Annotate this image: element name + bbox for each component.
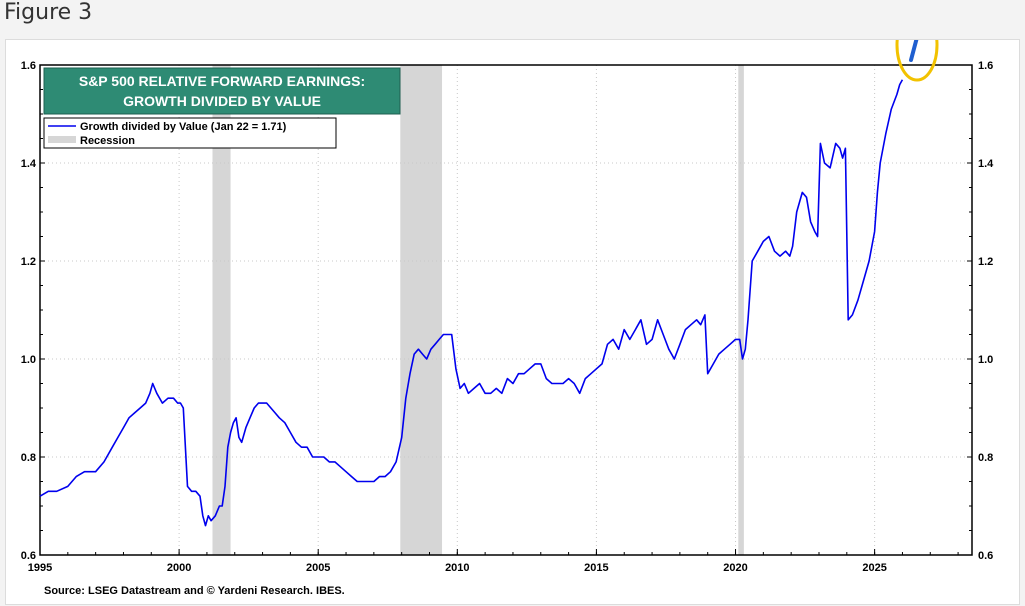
- chart-title-line-1: S&P 500 RELATIVE FORWARD EARNINGS:: [79, 73, 365, 89]
- highlight-ellipse: [895, 40, 939, 82]
- y-tick-label-right: 1.0: [978, 354, 993, 366]
- y-tick-label-left: 1.0: [21, 354, 36, 366]
- y-tick-label-left: 1.6: [21, 60, 36, 72]
- axis-ticks: 0.6 0.6 0.8 0.8 1.0 1.0 1.2 1.2 1.4 1.4 1.6 1.6 1995…: [21, 60, 994, 574]
- chart-svg: 0.6 0.6 0.8 0.8 1.0 1.0 1.2 1.2 1.4 1.4 1.6 1.6 1995…: [21, 40, 994, 597]
- chart-title-line-2: GROWTH DIVIDED BY VALUE: [123, 93, 321, 109]
- x-tick-label: 2010: [445, 562, 469, 574]
- recession-band: [400, 65, 443, 555]
- recession-band: [212, 65, 231, 555]
- highlight-annotation: [895, 40, 939, 82]
- x-tick-label: 2015: [584, 562, 608, 574]
- legend: Growth divided by Value (Jan 22 = 1.71) …: [43, 117, 337, 149]
- legend-recession-label: Recession: [80, 135, 135, 147]
- y-tick-label-left: 1.2: [21, 256, 36, 268]
- grid-lines: [40, 65, 972, 555]
- legend-recession-swatch: [48, 136, 76, 143]
- y-tick-label-right: 1.6: [978, 60, 993, 72]
- y-tick-label-right: 0.6: [978, 550, 993, 562]
- x-tick-label: 1995: [28, 562, 52, 574]
- highlight-arrow-mark: [909, 40, 919, 62]
- recession-bands: [212, 65, 744, 555]
- y-tick-label-right: 0.8: [978, 452, 993, 464]
- y-tick-label-left: 1.4: [21, 158, 37, 170]
- legend-series-label: Growth divided by Value (Jan 22 = 1.71): [80, 121, 287, 133]
- chart-panel: 0.6 0.6 0.8 0.8 1.0 1.0 1.2 1.2 1.4 1.4 1.6 1.6 1995…: [5, 39, 1020, 605]
- x-tick-label: 2025: [862, 562, 886, 574]
- x-tick-label: 2000: [167, 562, 191, 574]
- series-line-growth-value: [39, 79, 904, 527]
- legend-box: [43, 117, 337, 149]
- x-tick-label: 2020: [723, 562, 747, 574]
- title-box-bg: [43, 67, 401, 115]
- y-tick-label-left: 0.6: [21, 550, 36, 562]
- y-tick-label-right: 1.4: [978, 158, 994, 170]
- x-tick-label: 2005: [306, 562, 330, 574]
- figure-label: Figure 3: [4, 0, 93, 25]
- series-layer: [39, 79, 904, 527]
- recession-band: [738, 65, 744, 555]
- chart-title-box: S&P 500 RELATIVE FORWARD EARNINGS: GROWT…: [43, 67, 401, 115]
- y-tick-label-left: 0.8: [21, 452, 36, 464]
- source-note: Source: LSEG Datastream and © Yardeni Re…: [44, 585, 345, 597]
- y-tick-label-right: 1.2: [978, 256, 993, 268]
